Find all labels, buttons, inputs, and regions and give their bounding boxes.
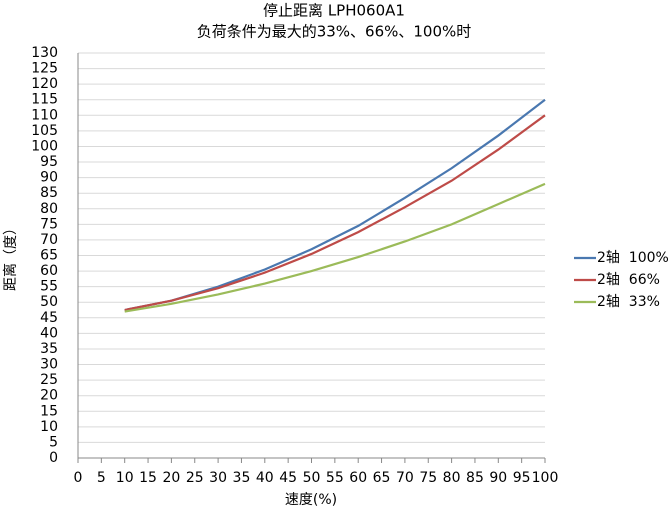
- series-line: [124, 114, 546, 312]
- x-tick-label: 80: [443, 470, 461, 486]
- y-axis-label: 距离（度）: [2, 221, 19, 291]
- y-tick-label: 25: [40, 372, 58, 388]
- x-tick-label: 45: [279, 470, 297, 486]
- x-tick-label: 25: [186, 470, 204, 486]
- x-tick-label: 0: [74, 470, 83, 486]
- y-tick-label: 125: [31, 61, 58, 77]
- x-tick-label: 20: [162, 470, 180, 486]
- x-tick-label: 5: [97, 470, 106, 486]
- y-tick-label: 85: [40, 185, 58, 201]
- y-tick-label: 35: [40, 341, 58, 357]
- y-tick-label: 110: [31, 107, 58, 123]
- x-tick-label: 60: [349, 470, 367, 486]
- y-tick-label: 60: [40, 263, 58, 279]
- y-tick-label: 40: [40, 325, 58, 341]
- y-tick-label: 50: [40, 294, 58, 310]
- y-tick-label: 115: [31, 92, 58, 108]
- x-tick-label: 70: [396, 470, 414, 486]
- y-tick-label: 80: [40, 201, 58, 217]
- y-tick-label: 90: [40, 170, 58, 186]
- y-tick-label: 55: [40, 279, 58, 295]
- legend-label: 2轴 66%: [597, 272, 660, 288]
- y-tick-label: 5: [49, 434, 58, 450]
- y-tick-label: 130: [31, 45, 58, 61]
- x-tick-label: 50: [303, 470, 321, 486]
- x-tick-label: 90: [489, 470, 507, 486]
- chart-subtitle: 负荷条件为最大的33%、66%、100%时: [197, 23, 472, 41]
- chart-title: 停止距离 LPH060A1: [263, 2, 405, 20]
- x-tick-label: 40: [256, 470, 274, 486]
- x-tick-label: 35: [233, 470, 251, 486]
- y-tick-label: 100: [31, 138, 58, 154]
- x-tick-label: 75: [419, 470, 437, 486]
- y-tick-label: 95: [40, 154, 58, 170]
- y-tick-label: 30: [40, 357, 58, 373]
- x-tick-label: 100: [532, 470, 559, 486]
- y-tick-label: 20: [40, 388, 58, 404]
- y-tick-label: 75: [40, 216, 58, 232]
- x-tick-label: 85: [466, 470, 484, 486]
- legend-label: 2轴 33%: [597, 294, 660, 310]
- y-tick-label: 70: [40, 232, 58, 248]
- x-tick-label: 15: [139, 470, 157, 486]
- y-tick-label: 45: [40, 310, 58, 326]
- x-axis-label: 速度(%): [285, 492, 337, 508]
- y-tick-label: 65: [40, 248, 58, 264]
- y-tick-label: 10: [40, 419, 58, 435]
- y-tick-label: 105: [31, 123, 58, 139]
- y-tick-label: 15: [40, 403, 58, 419]
- y-tick-label: 0: [49, 450, 58, 466]
- x-tick-label: 65: [373, 470, 391, 486]
- x-tick-label: 10: [116, 470, 134, 486]
- x-tick-label: 30: [209, 470, 227, 486]
- x-tick-label: 95: [513, 470, 531, 486]
- y-tick-label: 120: [31, 76, 58, 92]
- series-line: [124, 182, 546, 313]
- x-tick-label: 55: [326, 470, 344, 486]
- legend-label: 2轴 100%: [597, 250, 668, 266]
